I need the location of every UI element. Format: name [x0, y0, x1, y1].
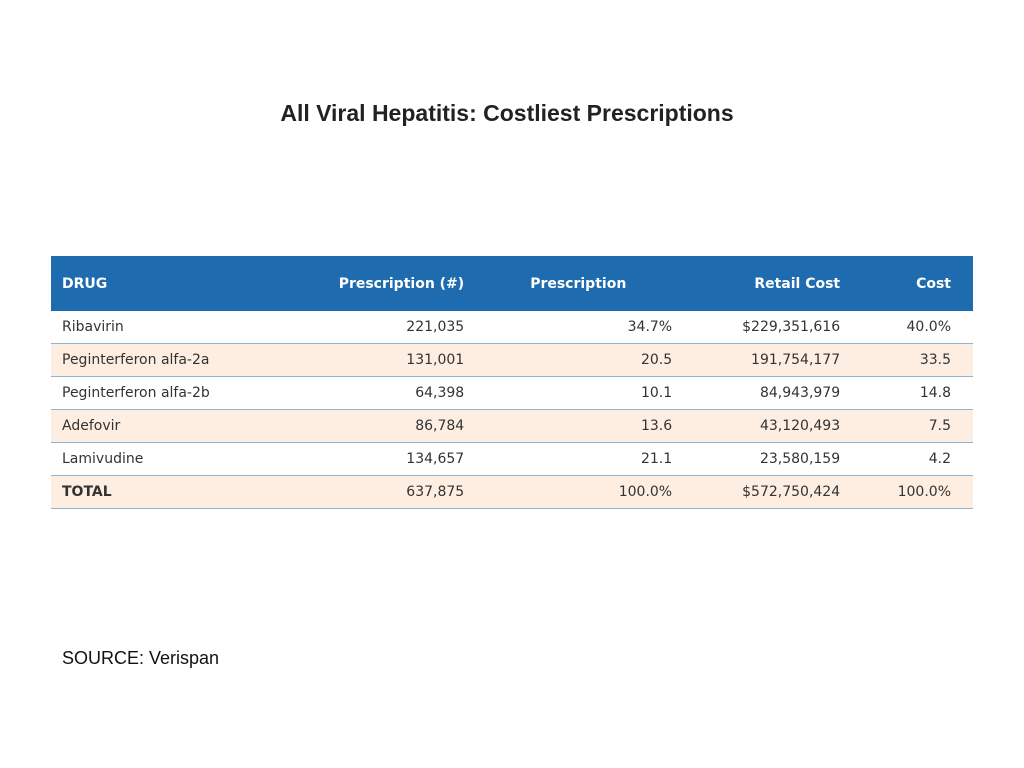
total-row: TOTAL 637,875 100.0% $572,750,424 100.0%	[51, 475, 973, 509]
cell-prescription-count: 131,001	[282, 343, 487, 377]
header-retail-cost: Retail Cost	[754, 275, 841, 292]
total-cost-pct: 100.0%	[862, 475, 973, 509]
cell-retail-cost: 84,943,979	[694, 376, 863, 410]
cell-prescription-pct: 34.7%	[486, 311, 695, 344]
table-row: Adefovir 86,784 13.6 43,120,493 7.5	[51, 409, 973, 443]
cell-cost-pct: 7.5	[862, 409, 973, 443]
table-body: Ribavirin 221,035 34.7% $229,351,616 40.…	[51, 311, 973, 509]
cell-retail-cost: 191,754,177	[694, 343, 863, 377]
table-row: Ribavirin 221,035 34.7% $229,351,616 40.…	[51, 311, 973, 344]
cell-cost-pct: 4.2	[862, 442, 973, 476]
header-row: DRUG Prescription (#) Prescription Retai…	[51, 256, 973, 311]
total-label: TOTAL	[51, 475, 283, 509]
header-drug: DRUG	[62, 275, 108, 292]
cell-drug: Peginterferon alfa-2a	[51, 343, 283, 377]
table-header: DRUG Prescription (#) Prescription Retai…	[51, 256, 973, 311]
table-row: Lamivudine 134,657 21.1 23,580,159 4.2	[51, 442, 973, 476]
cell-prescription-pct: 10.1	[486, 376, 695, 410]
cell-cost-pct: 14.8	[862, 376, 973, 410]
cell-drug: Lamivudine	[51, 442, 283, 476]
cell-prescription-pct: 13.6	[486, 409, 695, 443]
cell-prescription-count: 221,035	[282, 311, 487, 344]
cell-prescription-count: 64,398	[282, 376, 487, 410]
cell-retail-cost: $229,351,616	[694, 311, 863, 344]
table-row: Peginterferon alfa-2b 64,398 10.1 84,943…	[51, 376, 973, 410]
slide-title: All Viral Hepatitis: Costliest Prescript…	[280, 100, 734, 126]
header-prescription-pct: Prescription	[530, 275, 627, 292]
cell-drug: Peginterferon alfa-2b	[51, 376, 283, 410]
cell-prescription-count: 86,784	[282, 409, 487, 443]
cell-cost-pct: 33.5	[862, 343, 973, 377]
cell-retail-cost: 43,120,493	[694, 409, 863, 443]
prescriptions-table: DRUG Prescription (#) Prescription Retai…	[51, 256, 973, 509]
source-note: SOURCE: Verispan	[62, 648, 220, 668]
cell-retail-cost: 23,580,159	[694, 442, 863, 476]
cell-cost-pct: 40.0%	[862, 311, 973, 344]
table-row: Peginterferon alfa-2a 131,001 20.5 191,7…	[51, 343, 973, 377]
total-prescription-count: 637,875	[282, 475, 487, 509]
cell-prescription-pct: 21.1	[486, 442, 695, 476]
header-cost-pct: Cost	[916, 275, 951, 292]
total-retail-cost: $572,750,424	[694, 475, 863, 509]
cell-drug: Ribavirin	[51, 311, 283, 344]
header-prescription-count: Prescription (#)	[338, 275, 465, 292]
cell-prescription-count: 134,657	[282, 442, 487, 476]
total-prescription-pct: 100.0%	[486, 475, 695, 509]
cell-drug: Adefovir	[51, 409, 283, 443]
cell-prescription-pct: 20.5	[486, 343, 695, 377]
